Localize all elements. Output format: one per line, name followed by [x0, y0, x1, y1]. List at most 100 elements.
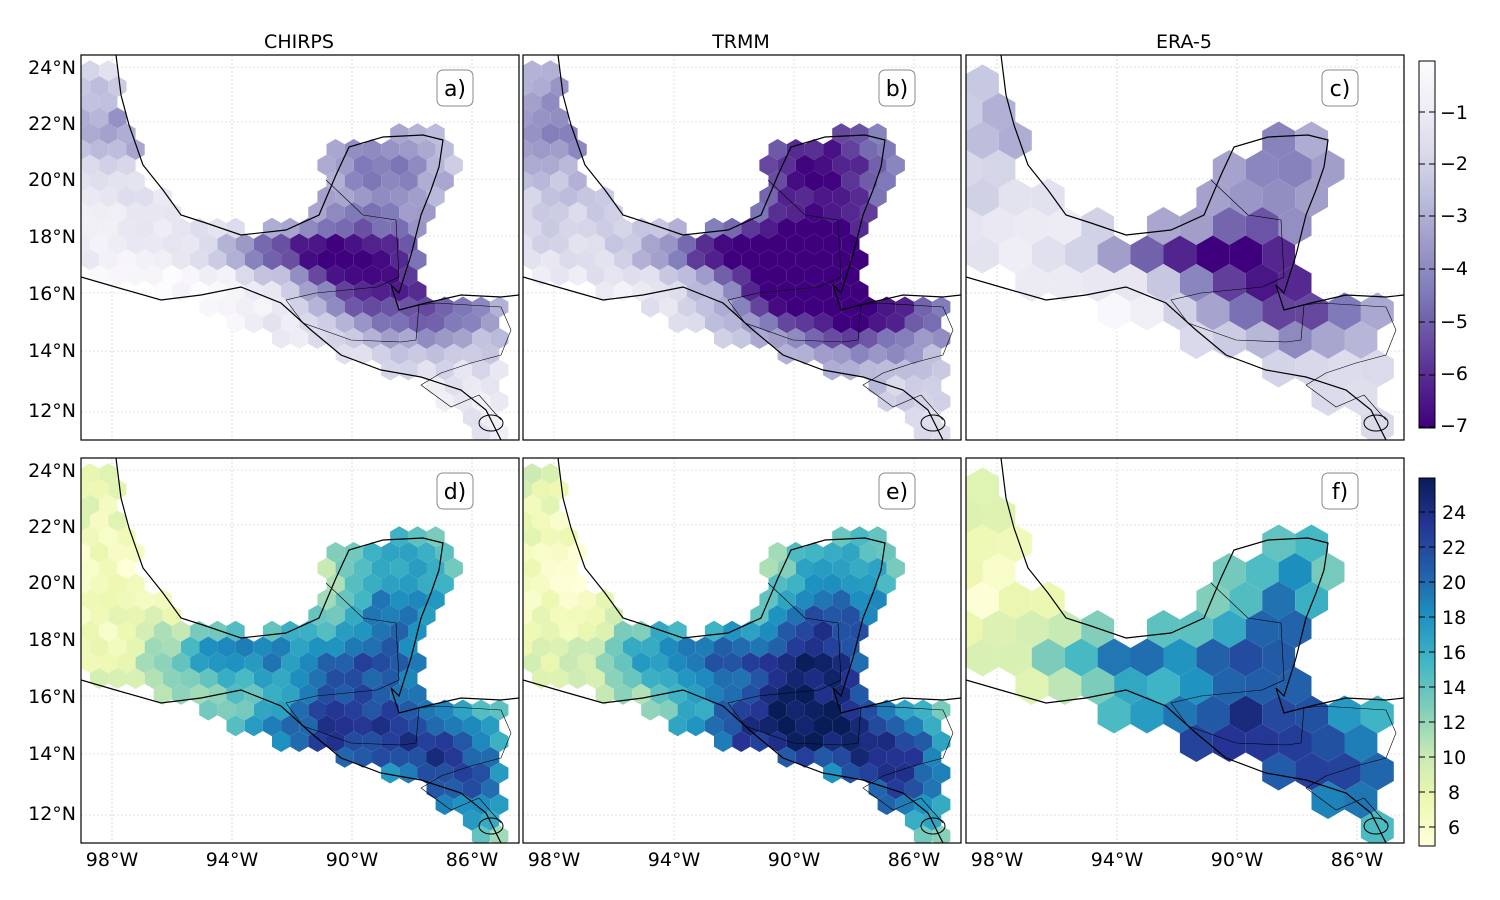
- hexbin-cell: [832, 249, 851, 271]
- hexbin-cell: [99, 249, 118, 271]
- hexbin-cell: [1015, 667, 1049, 705]
- hexbin-cell: [353, 715, 372, 737]
- hexbin-cell: [886, 557, 905, 579]
- hexbin-cell: [226, 620, 245, 642]
- hexbin-cell: [308, 636, 327, 658]
- hexbin-cell: [1229, 235, 1263, 274]
- hexbin-cell: [868, 715, 887, 737]
- hexbin-cell: [117, 652, 136, 674]
- hexbin-cell: [353, 557, 372, 579]
- hexbin-cell: [108, 233, 127, 255]
- hexbin-cell: [777, 249, 796, 271]
- hexbin-cell: [81, 186, 100, 208]
- hexbin-cell: [435, 296, 454, 318]
- hexbin-cell: [1048, 207, 1082, 245]
- hexbin-cell: [777, 312, 796, 334]
- hexbin-cell: [1262, 292, 1296, 331]
- hexbin-cell: [390, 249, 409, 271]
- hexbin-cell: [1245, 150, 1279, 188]
- hexbin-cell: [399, 573, 418, 595]
- hexbin-cell: [81, 139, 91, 160]
- hexbin-cell: [1360, 292, 1394, 331]
- hexbin-cell: [344, 170, 363, 192]
- lon-tick-label: 86°W: [446, 849, 499, 871]
- hexbin-cell: [559, 186, 578, 208]
- hexbin-cell: [695, 233, 714, 255]
- hexbin-cell: [372, 249, 391, 271]
- hexbin-cell: [982, 207, 1016, 245]
- hexbin-cell: [795, 652, 814, 674]
- hexbin-cell: [381, 573, 400, 595]
- hexbin-cell: [714, 328, 733, 349]
- hexbin-cell: [1344, 378, 1378, 416]
- hexbin-cell: [777, 343, 796, 365]
- hexbin-cell: [613, 249, 633, 271]
- lat-tick-label: 24°N: [28, 57, 76, 79]
- hexbin-cell: [381, 668, 400, 689]
- hexbin-cell: [804, 328, 824, 349]
- hexbin-cell: [1147, 667, 1180, 705]
- hexbin-cell: [550, 542, 569, 563]
- hexbin-cell: [998, 178, 1032, 217]
- hexbin-cell: [704, 312, 724, 334]
- hexbin-cell: [281, 715, 300, 737]
- hexbin-cell: [604, 202, 623, 223]
- hexbin-cell: [272, 233, 291, 255]
- hexbin-cell: [408, 746, 427, 768]
- hexbin-cell: [559, 154, 578, 176]
- hexbin-cell: [966, 121, 999, 160]
- hexbin-cell: [217, 636, 236, 658]
- panel-label: e): [886, 480, 908, 505]
- hexbin-cell: [777, 746, 796, 768]
- hexbin-cell: [1245, 553, 1279, 591]
- hexbin-cell: [532, 76, 551, 97]
- hexbin-cell: [677, 699, 696, 721]
- hexbin-cell: [559, 123, 578, 145]
- panel-label: c): [1330, 77, 1351, 102]
- hexbin-cell: [290, 296, 309, 318]
- hexbin-cell: [595, 249, 614, 271]
- hexbin-cell: [1295, 581, 1328, 620]
- hexbin-cell: [1212, 667, 1246, 705]
- colorbar-bottom-ticks: [1419, 511, 1435, 828]
- hexbin-cell: [795, 312, 814, 334]
- hexbin-cell: [668, 217, 687, 239]
- hexbin-cell: [659, 296, 678, 318]
- hexbin-cell: [1360, 349, 1394, 388]
- hexbin-cell: [768, 202, 787, 223]
- hexbin-cell: [759, 683, 778, 705]
- hexbin-cell: [235, 265, 254, 286]
- hexbin-cell: [998, 581, 1032, 620]
- hexbin-cell: [117, 186, 136, 208]
- hexbin-cell: [435, 699, 454, 721]
- hexbin-cell: [523, 479, 533, 500]
- hexbin-cell: [541, 494, 560, 516]
- hexbin-cell: [144, 202, 163, 223]
- hexbin-cell: [299, 683, 318, 705]
- hexbin-cell: [804, 699, 824, 721]
- hexbin-cell: [390, 312, 409, 334]
- hexbin-cell: [126, 668, 145, 689]
- lat-tick-label: 16°N: [28, 686, 76, 708]
- hexbin-cell: [823, 573, 842, 595]
- hexbin-cell: [568, 542, 587, 563]
- hexbin-cell: [586, 636, 605, 658]
- hexbin-cell: [326, 296, 345, 318]
- hexbin-cell: [659, 668, 678, 689]
- hexbin-cell: [126, 573, 145, 595]
- hexbin-cell: [372, 312, 391, 334]
- hexbin-cell: [523, 249, 542, 271]
- hexbin-cell: [108, 542, 127, 563]
- hexbin-cell: [290, 265, 309, 286]
- hexbin-cell: [686, 652, 705, 674]
- hexbin-cell: [1229, 178, 1263, 217]
- hexbin-cell: [381, 170, 400, 192]
- hexbin-cell: [823, 731, 842, 752]
- hexbin-cell: [841, 265, 860, 286]
- hexbin-cell: [686, 715, 705, 737]
- hexbin-cell: [595, 683, 614, 705]
- hexbin-cell: [814, 186, 833, 208]
- hexbin-cell: [381, 605, 400, 626]
- hexbin-cell: [895, 296, 914, 318]
- hexbin-cell: [1311, 378, 1345, 416]
